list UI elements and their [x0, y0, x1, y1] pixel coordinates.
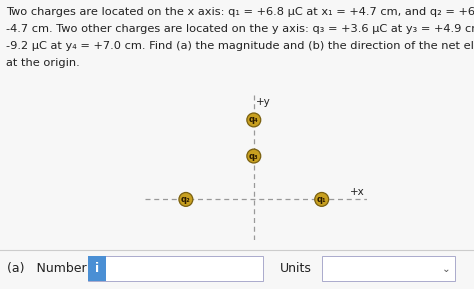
Text: +x: +x [350, 187, 365, 197]
Text: -9.2 μC at y₄ = +7.0 cm. Find (a) the magnitude and (b) the direction of the net: -9.2 μC at y₄ = +7.0 cm. Find (a) the ma… [6, 41, 474, 51]
Text: +y: +y [256, 97, 271, 107]
Text: (a)   Number: (a) Number [7, 262, 87, 275]
Circle shape [247, 113, 261, 127]
Text: i: i [95, 262, 99, 275]
Text: q₁: q₁ [317, 195, 327, 204]
Text: ⌄: ⌄ [442, 264, 451, 274]
Text: q₃: q₃ [249, 151, 259, 161]
Bar [322, 256, 455, 281]
Circle shape [179, 192, 193, 206]
Text: -4.7 cm. Two other charges are located on the y axis: q₃ = +3.6 μC at y₃ = +4.9 : -4.7 cm. Two other charges are located o… [6, 24, 474, 34]
Circle shape [315, 192, 328, 206]
Text: q₂: q₂ [181, 195, 191, 204]
Circle shape [247, 149, 261, 163]
Bar [88, 256, 106, 281]
Text: Units: Units [280, 262, 311, 275]
Text: at the origin.: at the origin. [6, 58, 80, 68]
Bar [88, 256, 263, 281]
Text: q₄: q₄ [249, 115, 259, 125]
Text: Two charges are located on the x axis: q₁ = +6.8 μC at x₁ = +4.7 cm, and q₂ = +6: Two charges are located on the x axis: q… [6, 7, 474, 17]
